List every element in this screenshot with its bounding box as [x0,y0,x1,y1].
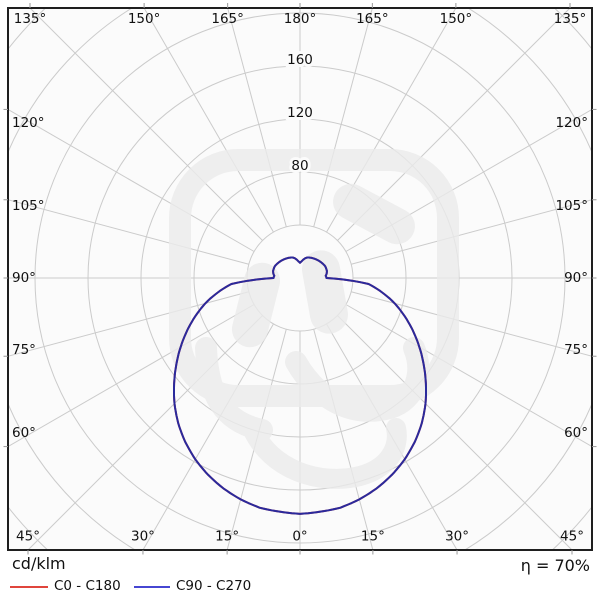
angle-label: 150° [440,11,473,27]
watermark-logo [169,149,459,489]
angle-label: 75° [564,342,588,358]
angle-label: 120° [555,115,588,131]
angle-labels: 135° 150° 165° 180° 165° 150° 135° 120° 105° 90° 7… [12,11,588,545]
angle-label: 165° [211,11,244,27]
angle-label: 150° [128,11,161,27]
angle-label: 180° [284,11,317,27]
angle-label: 15° [361,529,385,545]
grid-spoke [337,8,571,241]
grid-spoke [29,8,263,241]
angle-label: 135° [14,11,47,27]
angle-label: 60° [12,425,36,441]
curve-c90-c270 [173,256,427,515]
angle-label: 30° [445,529,469,545]
angle-label: 90° [12,270,36,286]
radial-label: 160 [287,52,313,68]
angle-label: 45° [560,529,584,545]
border-ticks [3,3,597,555]
grid-spoke [345,304,592,448]
grid-spoke [27,315,263,550]
unit-label: cd/klm [12,554,66,573]
angle-label: 90° [564,270,588,286]
grid-spoke [351,199,592,265]
grid-spoke [8,108,255,252]
angle-label: 60° [564,425,588,441]
grid-spoke [326,8,457,233]
angle-label: 105° [12,198,45,214]
grid-spoke [143,8,274,233]
angle-label: 45° [16,529,40,545]
grid-spoke [337,315,573,550]
radial-label: 80 [291,158,308,174]
angle-label: 165° [356,11,389,27]
grid-spoke [142,323,274,550]
grid-spoke [8,304,255,448]
legend-label-c90-c270: C90 - C270 [176,578,252,594]
legend-swatch-c90-c270 [134,586,170,588]
angle-label: 75° [12,342,36,358]
angle-label: 120° [12,115,45,131]
grid-spoke [351,291,592,357]
radial-label: 120 [287,105,313,121]
grid-spoke [326,323,458,550]
angle-label: 135° [554,11,587,27]
angle-label: 105° [555,198,588,214]
legend-swatch-c0-c180 [10,586,48,588]
angle-label: 30° [131,529,155,545]
legend-label-c0-c180: C0 - C180 [54,578,121,594]
angle-label: 15° [215,529,239,545]
angle-label: 0° [292,529,307,545]
efficiency-label: η = 70% [520,556,590,575]
